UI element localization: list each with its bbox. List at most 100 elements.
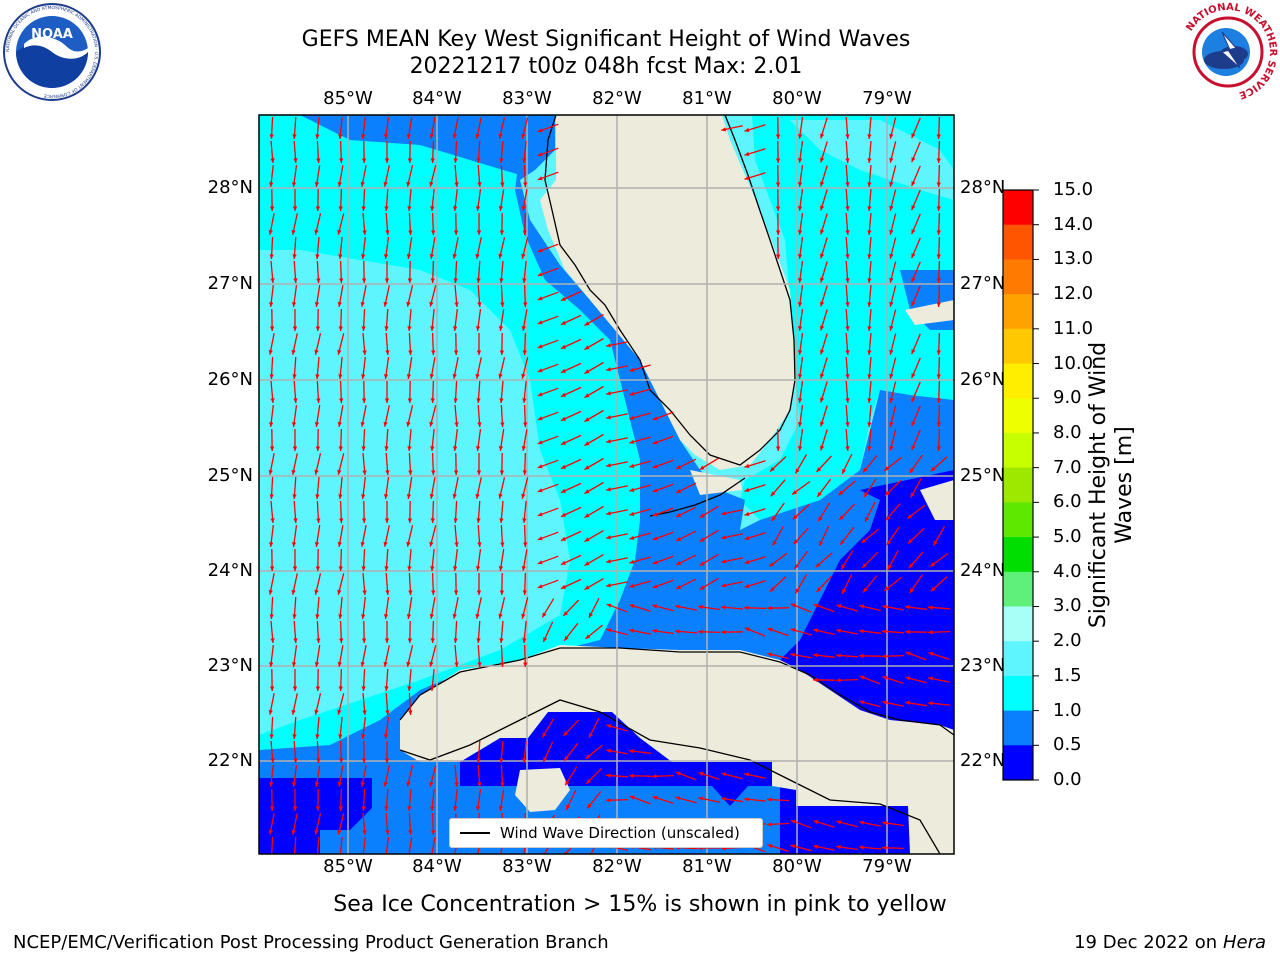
wave-direction-arrowhead [452, 614, 457, 619]
wave-direction-arrowhead [584, 345, 590, 350]
wave-direction-arrowhead [889, 229, 894, 235]
wave-direction-arrowhead [269, 134, 274, 139]
wave-direction-arrowhead [454, 422, 459, 427]
wave-direction-arrowhead [797, 350, 803, 355]
colorbar-tick-label: 9.0 [1053, 387, 1082, 409]
colorbar-frame [1002, 189, 1034, 781]
wave-direction-arrowhead [407, 566, 412, 571]
wave-direction-arrowhead [362, 230, 367, 235]
wave-direction-arrowhead [839, 515, 845, 520]
wave-direction-arrowhead [339, 398, 344, 403]
wave-direction-arrowhead [699, 561, 705, 566]
wave-direction-arrowhead [867, 134, 872, 139]
wave-direction-arrowhead [521, 373, 526, 379]
lon-label: 81°W [682, 856, 732, 877]
wave-direction-arrowhead [813, 677, 818, 683]
wave-direction-arrowhead [523, 422, 528, 427]
wave-direction-arrowhead [676, 464, 682, 469]
wave-direction-arrowhead [408, 350, 413, 355]
contour-cyan-nw [259, 115, 525, 235]
wave-direction-arrowhead [836, 604, 842, 609]
wave-direction-arrowhead [291, 349, 296, 355]
wave-direction-arrowhead [406, 661, 411, 667]
wave-direction-arrowhead [385, 590, 390, 595]
wave-direction-arrowhead [362, 470, 367, 475]
wave-direction-arrowhead [775, 134, 781, 139]
lat-label: 27°N [960, 273, 1006, 294]
colorbar [1002, 189, 1039, 781]
wave-direction-arrowhead [269, 326, 275, 331]
wave-direction-arrowhead [767, 652, 773, 657]
wave-direction-arrowhead [337, 542, 342, 547]
coastline-cuba-south [399, 699, 941, 854]
wave-direction-arrowhead [361, 278, 367, 283]
wave-direction-arrowhead [606, 773, 611, 778]
wave-direction-arrowhead [907, 514, 913, 519]
wave-direction-arrowhead [498, 133, 503, 139]
lon-label: 82°W [592, 88, 642, 109]
wave-direction-arrowhead [813, 820, 819, 825]
wave-direction-arrow [362, 837, 366, 854]
wave-direction-arrowhead [797, 446, 803, 451]
footer-machine: Hera [1222, 932, 1266, 953]
wave-direction-arrowhead [454, 182, 459, 187]
wave-direction-arrowhead [889, 325, 894, 331]
colorbar-bin [1003, 502, 1033, 538]
wave-direction-arrowhead [836, 820, 842, 825]
wave-direction-arrowhead [606, 628, 612, 633]
wave-direction-arrowhead [889, 301, 894, 307]
wave-direction-arrowhead [859, 629, 864, 634]
wave-direction-arrowhead [522, 278, 527, 283]
wave-direction-arrowhead [454, 662, 459, 667]
wave-direction-arrowhead [453, 806, 458, 811]
wave-direction-arrowhead [820, 133, 825, 139]
wave-direction-arrowhead [889, 181, 894, 187]
graticule [259, 115, 954, 854]
contour-medblue-nw [300, 115, 520, 175]
wave-direction-arrowhead [845, 302, 850, 307]
wave-direction-arrowhead [337, 182, 342, 187]
wave-direction-arrowhead [384, 326, 389, 331]
wave-direction-arrowhead [429, 494, 434, 499]
wave-direction-arrowhead [269, 686, 275, 691]
wave-direction-arrowhead [845, 278, 850, 283]
wave-direction-arrowhead [291, 469, 296, 475]
wave-direction-arrowhead [269, 662, 274, 667]
wave-direction-arrowhead [270, 158, 275, 163]
wave-direction-arrowhead [408, 470, 413, 475]
wave-direction-arrowhead [292, 326, 298, 331]
wave-direction-arrowhead [775, 230, 781, 235]
wave-direction-arrowhead [477, 422, 482, 427]
colorbar-tick-label: 5.0 [1053, 526, 1082, 548]
wave-direction-arrowhead [431, 830, 436, 835]
wave-direction-arrowhead [721, 605, 726, 610]
lon-label: 82°W [592, 856, 642, 877]
wave-direction-arrowhead [293, 398, 298, 403]
wave-direction-arrowhead [795, 468, 800, 474]
legend-line-swatch [460, 832, 490, 834]
wave-direction-arrowhead [675, 604, 680, 609]
wave-direction-arrowhead [498, 493, 503, 499]
wave-direction-arrowhead [453, 590, 459, 595]
colorbar-tick-label: 1.5 [1053, 664, 1082, 686]
lat-label: 25°N [207, 465, 253, 486]
wave-direction-arrowhead [542, 732, 547, 738]
wave-direction-arrowhead [813, 628, 819, 633]
wave-direction-arrowhead [362, 590, 367, 595]
lon-label: 85°W [323, 88, 373, 109]
wave-direction-arrow [316, 836, 320, 854]
wave-direction-arrowhead [499, 278, 504, 283]
wave-direction-arrowhead [815, 562, 821, 568]
wave-direction-arrowhead [291, 542, 297, 547]
wave-direction-arrowhead [522, 470, 527, 475]
wave-direction-arrowhead [561, 344, 566, 349]
wave-direction-arrowhead [928, 605, 933, 610]
wave-direction-arrowhead [936, 374, 941, 379]
wave-direction-arrowhead [629, 391, 635, 396]
wave-direction-arrowhead [453, 638, 458, 643]
wave-direction-arrowhead [652, 440, 658, 445]
wave-direction-arrowhead [453, 446, 458, 451]
wave-direction-arrowhead [767, 844, 773, 849]
wave-direction-arrowhead [606, 535, 611, 540]
wave-direction-arrowhead [911, 373, 916, 379]
